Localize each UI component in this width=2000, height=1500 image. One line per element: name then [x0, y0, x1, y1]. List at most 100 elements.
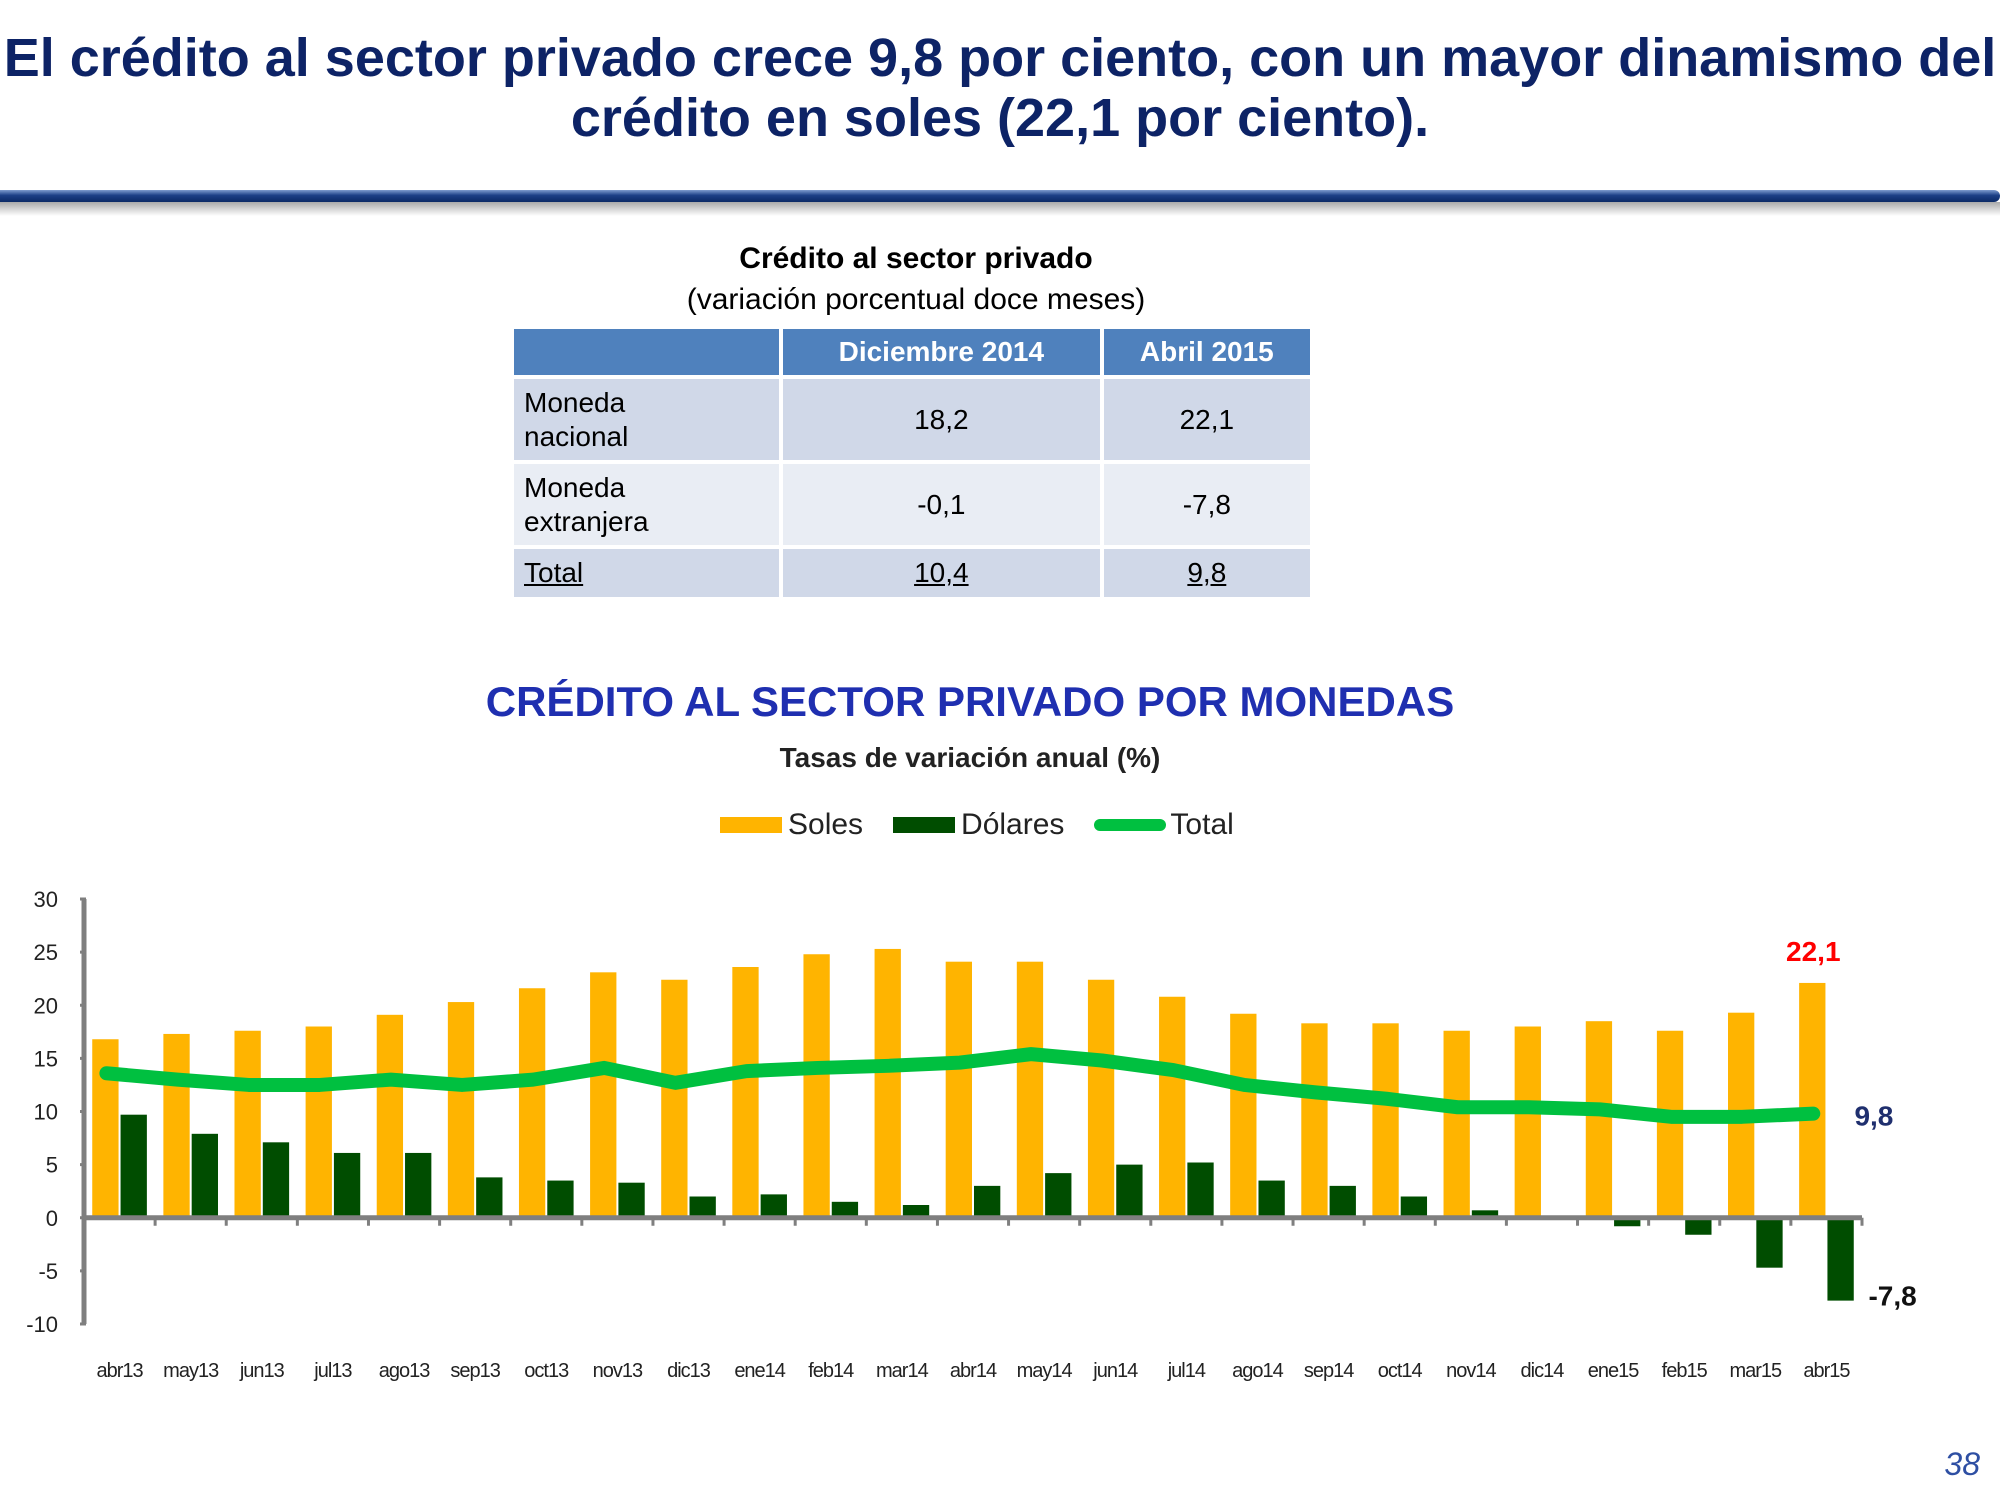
- header-abr2015: Abril 2015: [1103, 329, 1310, 375]
- table-row: Moneda nacional 18,2 22,1: [514, 379, 1310, 460]
- x-tick-label: ago14: [1232, 1360, 1283, 1382]
- point-total-feb14: [817, 1067, 819, 1069]
- bar-soles-jun13: [234, 1030, 261, 1218]
- table-row: Moneda extranjera -0,1 -7,8: [514, 464, 1310, 545]
- bar-dolares-nov13: [618, 1182, 645, 1218]
- point-total-abr13: [105, 1072, 107, 1074]
- point-total-dic13: [674, 1082, 676, 1084]
- annotation-dolares: -7,8: [1868, 1281, 1916, 1312]
- annotation-soles: 22,1: [1786, 936, 1841, 967]
- annotation-total: 9,8: [1854, 1101, 1893, 1132]
- point-total-ago13: [390, 1079, 392, 1081]
- chart-subtitle: Tasas de variación anual (%): [779, 742, 1161, 773]
- x-tick-label: nov14: [1446, 1360, 1496, 1382]
- header-cell-empty: [514, 329, 779, 375]
- table-subtitle: (variación porcentual doce meses): [686, 283, 1146, 316]
- point-total-jun14: [1101, 1060, 1103, 1061]
- point-total-oct14: [1386, 1098, 1388, 1100]
- point-total-oct13: [532, 1079, 534, 1081]
- x-tick-label: oct14: [1378, 1360, 1423, 1382]
- legend-label-dolares: Dólares: [961, 808, 1065, 841]
- point-total-may14: [1030, 1053, 1032, 1055]
- y-tick-label: 10: [34, 1100, 58, 1125]
- cell-value: 22,1: [1103, 379, 1310, 460]
- point-total-mar14: [888, 1065, 890, 1067]
- point-total-ene14: [745, 1070, 747, 1072]
- x-tick-label: ene14: [734, 1360, 785, 1382]
- bar-dolares-abr14: [974, 1185, 1001, 1218]
- x-tick-label: jun13: [239, 1360, 285, 1382]
- point-total-jul13: [319, 1084, 321, 1086]
- point-total-abr14: [959, 1062, 961, 1064]
- chart-legend: Soles Dólares Total: [720, 808, 1264, 842]
- x-tick-label: dic13: [667, 1360, 711, 1382]
- bar-dolares-jul13: [333, 1152, 361, 1218]
- cell-value: 10,4: [783, 549, 1100, 597]
- bar-soles-jul14: [1159, 996, 1186, 1218]
- legend-label-total: Total: [1170, 808, 1234, 841]
- bar-dolares-mar15: [1756, 1217, 1783, 1268]
- bar-dolares-oct14: [1400, 1196, 1428, 1218]
- x-tick-label: abr15: [1803, 1360, 1850, 1382]
- slide-title: El crédito al sector privado crece 9,8 p…: [3, 28, 1997, 148]
- bar-soles-ago13: [376, 1014, 404, 1218]
- divider-shadow: [0, 202, 2000, 216]
- bar-soles-oct13: [518, 988, 546, 1218]
- bar-dolares-jun14: [1116, 1164, 1143, 1218]
- bar-soles-nov13: [590, 972, 617, 1218]
- y-tick-label: 30: [34, 887, 58, 912]
- x-tick-label: oct13: [524, 1360, 569, 1382]
- point-total-dic14: [1528, 1106, 1530, 1108]
- y-tick-label: 15: [34, 1046, 58, 1071]
- bar-soles-sep13: [447, 1002, 475, 1218]
- x-tick-label: jun14: [1092, 1360, 1138, 1382]
- row-label: Moneda nacional: [514, 379, 779, 460]
- bar-dolares-jun13: [262, 1142, 290, 1218]
- cell-value: 9,8: [1103, 549, 1310, 597]
- x-tick-label: ene15: [1588, 1360, 1639, 1382]
- bar-dolares-sep14: [1329, 1185, 1356, 1218]
- bar-soles-jun14: [1087, 979, 1115, 1218]
- bar-dolares-sep13: [476, 1177, 503, 1218]
- cell-value: -7,8: [1103, 464, 1310, 545]
- title-divider: [0, 190, 2000, 202]
- y-tick-label: 20: [34, 993, 58, 1018]
- point-total-abr15: [1812, 1113, 1814, 1115]
- bar-dolares-oct13: [547, 1180, 574, 1218]
- bar-dolares-nov14: [1471, 1210, 1499, 1218]
- x-tick-label: sep14: [1304, 1360, 1354, 1382]
- point-total-feb15: [1670, 1116, 1672, 1118]
- table-row: Total 10,4 9,8: [514, 549, 1310, 597]
- point-total-ene15: [1599, 1108, 1601, 1110]
- bar-dolares-feb15: [1685, 1217, 1712, 1235]
- x-tick-label: may14: [1017, 1360, 1073, 1382]
- bar-dolares-abr15: [1827, 1217, 1854, 1301]
- table-header-row: Diciembre 2014 Abril 2015: [514, 329, 1310, 375]
- bar-soles-abr13: [92, 1039, 119, 1218]
- cell-value: 18,2: [783, 379, 1100, 460]
- table-title: Crédito al sector privado: [739, 242, 1093, 275]
- x-tick-label: may13: [163, 1360, 219, 1382]
- bar-dolares-ene15: [1614, 1217, 1641, 1227]
- bar-dolares-mar14: [902, 1205, 930, 1218]
- x-tick-label: mar15: [1729, 1360, 1782, 1382]
- x-tick-label: jul14: [1167, 1360, 1206, 1382]
- bar-soles-may13: [163, 1033, 190, 1218]
- bar-dolares-feb14: [831, 1201, 859, 1218]
- header-dic2014: Diciembre 2014: [783, 329, 1100, 375]
- bar-soles-feb14: [803, 954, 830, 1218]
- point-total-nov13: [603, 1067, 605, 1069]
- row-label: Moneda extranjera: [514, 464, 779, 545]
- x-tick-label: abr14: [950, 1360, 997, 1382]
- point-total-jun13: [248, 1084, 250, 1086]
- chart-title: CRÉDITO AL SECTOR PRIVADO POR MONEDAS: [485, 678, 1455, 725]
- bar-dolares-ago13: [405, 1152, 432, 1218]
- x-tick-label: abr13: [96, 1360, 143, 1382]
- bar-dolares-abr13: [120, 1114, 147, 1218]
- bar-dolares-jul14: [1187, 1162, 1214, 1218]
- bar-soles-ago14: [1230, 1013, 1257, 1218]
- bar-soles-nov14: [1443, 1030, 1470, 1218]
- x-tick-label: jul13: [313, 1360, 352, 1382]
- x-tick-label: dic14: [1521, 1360, 1565, 1382]
